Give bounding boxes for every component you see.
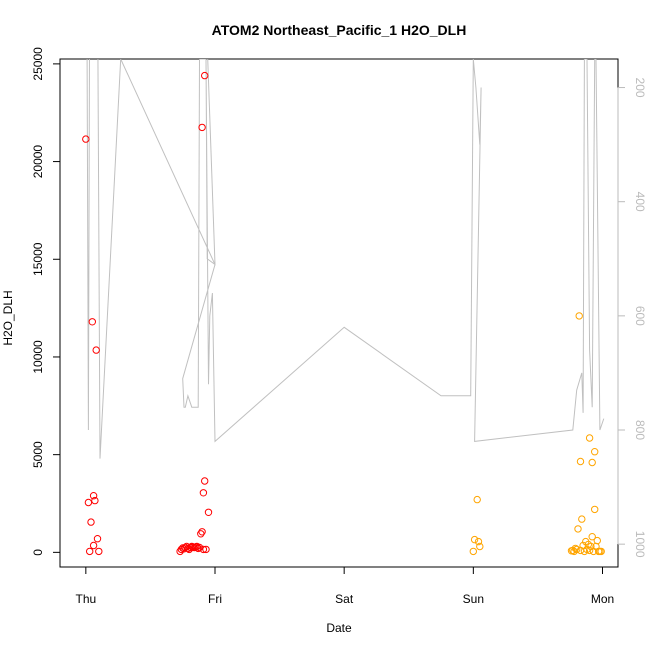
data-point (470, 535, 479, 544)
data-point (202, 545, 210, 554)
data-point (588, 458, 596, 467)
data-point (89, 492, 98, 500)
x-tick-label: Sun (463, 592, 484, 606)
data-points-layer (82, 71, 605, 556)
x-axis-label: Date (326, 621, 352, 635)
data-point (201, 71, 209, 80)
data-point (199, 489, 208, 497)
y-axis-label: H2O_DLH (1, 290, 15, 345)
x-tick-label: Thu (75, 592, 96, 606)
data-point (567, 547, 576, 555)
altitude-line (86, 59, 605, 459)
y2-tick-label: 200 (633, 78, 647, 98)
data-point (473, 495, 481, 504)
data-point (87, 518, 95, 526)
data-point (93, 535, 102, 543)
data-point (189, 543, 197, 551)
chart-title: ATOM2 Northeast_Pacific_1 H2O_DLH (212, 22, 467, 38)
data-point (204, 508, 213, 516)
secondary-y-axis: 200 400 600 800 1000 (617, 78, 647, 558)
data-point (95, 547, 103, 556)
y-tick-label: 0 (31, 549, 45, 556)
data-point (91, 496, 99, 505)
data-point (86, 547, 94, 556)
data-point (84, 498, 93, 507)
y-tick-label: 5000 (31, 441, 45, 468)
data-point (576, 457, 585, 466)
y2-tick-label: 800 (633, 420, 647, 440)
data-point (198, 528, 206, 536)
y2-tick-label: 1000 (633, 531, 647, 558)
x-tick-label: Mon (591, 592, 614, 606)
data-point (469, 547, 477, 556)
y2-tick-label: 600 (633, 306, 647, 326)
data-point (197, 530, 205, 538)
data-point (585, 434, 594, 442)
data-point (597, 547, 605, 556)
data-point (574, 525, 582, 533)
data-point (89, 541, 98, 550)
data-point (476, 542, 484, 551)
data-point (575, 312, 583, 320)
data-point (199, 545, 208, 554)
data-point (474, 537, 483, 546)
data-point (578, 515, 586, 523)
x-tick-label: Sat (335, 592, 354, 606)
data-point (194, 544, 202, 553)
y-tick-label: 20000 (31, 145, 45, 179)
y2-tick-label: 400 (633, 192, 647, 212)
data-point (198, 123, 206, 132)
data-point (585, 546, 594, 555)
y-tick-label: 15000 (31, 242, 45, 276)
data-point (201, 477, 209, 485)
data-point (82, 135, 90, 143)
data-point (92, 346, 100, 354)
y-axis: 0 5000 10000 15000 20000 25000 (31, 47, 61, 556)
data-point (591, 505, 599, 514)
data-point (588, 533, 596, 541)
x-axis: Thu Fri Sat Sun Mon (75, 566, 614, 606)
data-point (591, 448, 599, 456)
x-tick-label: Fri (208, 592, 222, 606)
altitude-line-layer (86, 59, 605, 459)
y-tick-label: 10000 (31, 340, 45, 374)
y-tick-label: 25000 (31, 47, 45, 81)
data-point (88, 318, 97, 326)
